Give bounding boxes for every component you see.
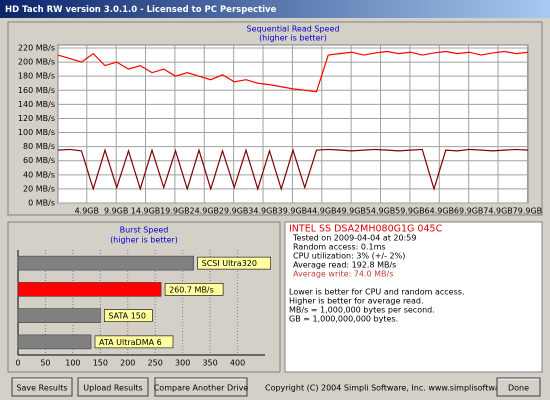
y-tick-label: 200 MB/s: [18, 58, 55, 67]
info-line: CPU utilization: 3% (+/- 2%): [293, 252, 405, 261]
button-label[interactable]: Compare Another Drive: [154, 384, 249, 393]
info-line: Average write: 74.0 MB/s: [293, 270, 393, 279]
button-label[interactable]: Upload Results: [83, 384, 142, 393]
x-tick-label: 250: [148, 359, 163, 368]
button-label[interactable]: Done: [508, 384, 529, 393]
bar-label-box: [197, 256, 271, 270]
chart-subtitle: (higher is better): [110, 236, 178, 245]
bar: [17, 255, 194, 271]
info-line: Tested on 2009-04-04 at 20:59: [292, 234, 416, 243]
x-tick-label: 79.9GB: [513, 207, 543, 216]
x-tick-label: 29.9GB: [219, 207, 249, 216]
x-tick-label: 9.9GB: [104, 207, 128, 216]
y-tick-label: 120 MB/s: [18, 114, 55, 123]
y-tick-label: 160 MB/s: [18, 86, 55, 95]
chart-title: Sequential Read Speed: [247, 25, 340, 34]
button[interactable]: [154, 377, 248, 397]
y-tick-label: 40 MB/s: [23, 170, 55, 179]
x-tick-label: 200: [120, 359, 135, 368]
y-tick-label: 180 MB/s: [18, 72, 55, 81]
x-tick-label: 54.9GB: [366, 207, 396, 216]
x-tick-label: 150: [93, 359, 108, 368]
x-tick-label: 350: [202, 359, 217, 368]
info-line: Random access: 0.1ms: [293, 243, 386, 252]
button-label[interactable]: Save Results: [16, 384, 67, 393]
info-note: Lower is better for CPU and random acces…: [289, 288, 464, 297]
x-tick-label: 34.9GB: [248, 207, 278, 216]
y-tick-label: 100 MB/s: [18, 128, 55, 137]
copyright: Copyright (C) 2004 Simpli Software, Inc.…: [265, 384, 528, 393]
x-tick-label: 4.9GB: [75, 207, 99, 216]
y-tick-label: 220 MB/s: [18, 44, 55, 53]
x-tick-label: 300: [175, 359, 190, 368]
bar-label-box: [94, 335, 174, 349]
chart-title: Burst Speed: [120, 226, 169, 235]
info-line: INTEL SS DSA2MH080G1G 045C: [289, 224, 443, 235]
bar: [17, 334, 92, 350]
burst-panel: [7, 221, 281, 373]
button[interactable]: [77, 377, 149, 397]
chart-subtitle: (higher is better): [259, 34, 327, 43]
window-title: HD Tach RW version 3.0.1.0 - Licensed to…: [5, 5, 277, 15]
bar: [17, 308, 101, 323]
x-tick-label: 50: [40, 359, 50, 368]
y-tick-label: 80 MB/s: [23, 142, 55, 151]
x-tick-label: 100: [65, 359, 80, 368]
x-tick-label: 44.9GB: [307, 207, 337, 216]
info-note: MB/s = 1,000,000 bytes per second.: [289, 306, 435, 315]
x-tick-label: 400: [230, 359, 245, 368]
bar-label-box: [164, 283, 224, 296]
y-tick-label: 140 MB/s: [18, 100, 55, 109]
x-tick-label: 39.9GB: [278, 207, 308, 216]
bar-category-label: ATA UltraDMA 6: [99, 338, 162, 347]
x-tick-label: 74.9GB: [483, 207, 513, 216]
series-line: [57, 148, 529, 191]
bar-value-label: 260.7 MB/s: [169, 285, 214, 294]
y-tick-label: 60 MB/s: [23, 156, 55, 165]
bar: [17, 282, 162, 297]
bar-category-label: SCSI Ultra320: [202, 259, 257, 268]
series-line: [57, 50, 529, 93]
x-tick-label: 24.9GB: [190, 207, 220, 216]
info-note: GB = 1,000,000,000 bytes.: [289, 315, 398, 324]
bar-label-box: [104, 309, 153, 322]
x-tick-label: 14.9GB: [131, 207, 161, 216]
info-note: Higher is better for average read.: [289, 297, 424, 306]
x-tick-label: 0: [15, 359, 20, 368]
info-line: Average read: 192.8 MB/s: [293, 261, 396, 270]
y-tick-label: 20 MB/s: [23, 184, 55, 193]
button[interactable]: [496, 377, 541, 397]
button[interactable]: [11, 377, 73, 397]
info-panel: [284, 221, 543, 373]
bar-category-label: SATA 150: [108, 312, 146, 321]
x-tick-label: 19.9GB: [160, 207, 190, 216]
x-tick-label: 49.9GB: [336, 207, 366, 216]
x-tick-label: 59.9GB: [395, 207, 425, 216]
title-bar: [0, 0, 550, 18]
x-tick-label: 64.9GB: [425, 207, 455, 216]
y-tick-label: 0 MB/s: [28, 199, 55, 208]
x-tick-label: 69.9GB: [454, 207, 484, 216]
